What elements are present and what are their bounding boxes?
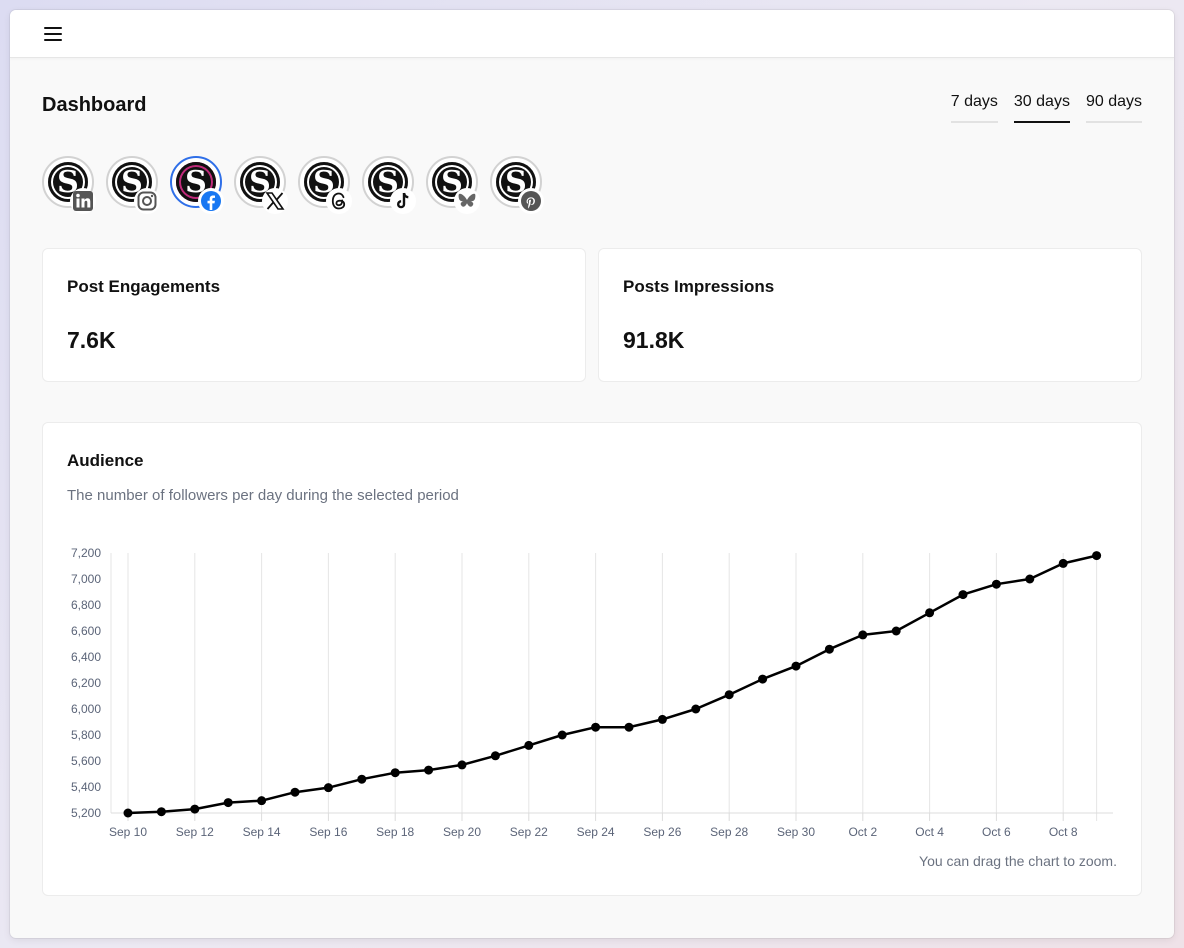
y-tick-label: 5,600	[71, 754, 101, 768]
account-tiktok[interactable]: S	[362, 156, 416, 214]
data-point	[290, 787, 300, 797]
y-tick-label: 5,400	[71, 780, 101, 794]
avatar-ring: S	[42, 156, 94, 208]
posts-impressions-value: 91.8K	[623, 327, 685, 353]
facebook-icon	[198, 188, 224, 214]
tiktok-icon	[390, 188, 416, 214]
data-point	[657, 714, 667, 724]
posts-impressions-title: Posts Impressions	[623, 277, 775, 296]
page-title: Dashboard	[42, 94, 147, 116]
audience-title: Audience	[67, 451, 144, 470]
data-point	[858, 630, 868, 640]
top-bar	[10, 10, 1174, 58]
bluesky-icon	[454, 188, 480, 214]
instagram-icon	[134, 188, 160, 214]
x-tick-label: Sep 16	[309, 825, 347, 839]
series-line	[127, 554, 1097, 815]
range-tab-30-days[interactable]: 30 days	[1013, 93, 1070, 123]
account-x[interactable]: S	[234, 156, 288, 214]
zoom-hint: You can drag the chart to zoom.	[919, 853, 1117, 869]
avatar-ring: S	[298, 156, 350, 208]
x-tick-label: Oct 2	[848, 825, 877, 839]
x-tick-label: Sep 22	[510, 825, 548, 839]
y-tick-label: 6,800	[71, 598, 101, 612]
data-point	[1092, 551, 1102, 561]
post-engagements-value: 7.6K	[67, 327, 116, 353]
data-point	[691, 704, 701, 714]
audience-subtitle: The number of followers per day during t…	[67, 487, 459, 504]
data-point	[156, 807, 166, 817]
data-point	[958, 590, 968, 600]
x-tick-label: Oct 4	[915, 825, 944, 839]
data-point	[624, 722, 634, 732]
data-point	[991, 579, 1001, 589]
data-point	[1025, 574, 1035, 584]
account-facebook[interactable]: S	[170, 156, 224, 214]
audience-card: Audience The number of followers per day…	[42, 422, 1142, 896]
data-point	[424, 765, 434, 775]
x-tick-label: Sep 10	[109, 825, 147, 839]
x-icon	[262, 188, 288, 214]
account-pinterest[interactable]: S	[490, 156, 544, 214]
y-tick-label: 7,000	[71, 572, 101, 586]
threads-icon	[326, 188, 352, 214]
x-tick-label: Sep 12	[176, 825, 214, 839]
data-point	[257, 796, 267, 806]
post-engagements-card: Post Engagements 7.6K	[42, 248, 586, 382]
y-tick-label: 5,200	[71, 806, 101, 820]
data-point	[724, 690, 734, 700]
data-point	[591, 722, 601, 732]
audience-chart[interactable]: Sep 10 Sep 12 Sep 14 Sep 16 Sep 18 Sep 20 Sep …	[43, 423, 1141, 895]
y-tick-label: 6,600	[71, 624, 101, 638]
x-tick-label: Sep 14	[243, 825, 281, 839]
range-tabs: 7 days 30 days 90 days	[950, 93, 1142, 123]
x-tick-label: Sep 30	[777, 825, 815, 839]
avatar: S	[496, 162, 536, 202]
account-linkedin[interactable]: S	[42, 156, 96, 214]
data-point	[758, 674, 768, 684]
y-tick-label: 6,400	[71, 650, 101, 664]
y-tick-label: 6,200	[71, 676, 101, 690]
data-point	[123, 808, 133, 818]
data-point	[223, 798, 233, 808]
data-point	[791, 661, 801, 671]
x-tick-label: Sep 28	[710, 825, 748, 839]
avatar-ring: S	[170, 156, 222, 208]
data-point	[390, 768, 400, 778]
hamburger-menu-icon[interactable]	[44, 26, 62, 41]
data-point	[490, 751, 500, 761]
x-tick-label: Oct 6	[982, 825, 1011, 839]
data-point	[1058, 558, 1068, 568]
data-point	[524, 740, 534, 750]
x-tick-label: Sep 26	[643, 825, 681, 839]
account-instagram[interactable]: S	[106, 156, 160, 214]
data-point	[824, 644, 834, 654]
x-tick-label: Sep 20	[443, 825, 481, 839]
linkedin-icon	[70, 188, 96, 214]
data-point	[357, 774, 367, 784]
data-point	[323, 783, 333, 793]
dashboard-header: Dashboard 7 days 30 days 90 days	[42, 90, 1142, 134]
data-point	[925, 608, 935, 618]
data-point	[557, 730, 567, 740]
y-tick-label: 5,800	[71, 728, 101, 742]
y-tick-label: 6,000	[71, 702, 101, 716]
range-tab-7-days[interactable]: 7 days	[950, 93, 998, 123]
data-point	[891, 626, 901, 636]
x-tick-label: Sep 24	[577, 825, 615, 839]
data-point	[457, 760, 467, 770]
x-tick-label: Oct 8	[1049, 825, 1078, 839]
pinterest-icon	[518, 188, 544, 214]
account-threads[interactable]: S	[298, 156, 352, 214]
range-tab-90-days[interactable]: 90 days	[1085, 93, 1142, 123]
x-tick-label: Sep 18	[376, 825, 414, 839]
y-tick-label: 7,200	[71, 546, 101, 560]
data-point	[190, 804, 200, 814]
post-engagements-title: Post Engagements	[67, 277, 221, 296]
posts-impressions-card: Posts Impressions 91.8K	[598, 248, 1142, 382]
account-bluesky[interactable]: S	[426, 156, 480, 214]
